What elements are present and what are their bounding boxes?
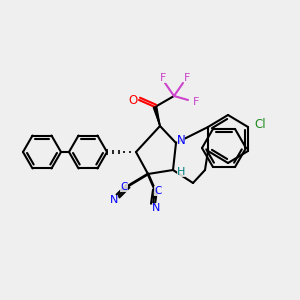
Text: O: O (128, 94, 138, 107)
Polygon shape (153, 106, 160, 126)
Text: F: F (193, 97, 199, 107)
Text: F: F (184, 73, 190, 83)
Text: C: C (154, 186, 162, 196)
Text: H: H (177, 167, 185, 177)
Text: N: N (177, 134, 185, 146)
Text: Cl: Cl (254, 118, 266, 130)
Text: N: N (110, 195, 118, 205)
Text: F: F (160, 73, 166, 83)
Text: N: N (152, 203, 160, 213)
Text: C: C (120, 182, 128, 192)
